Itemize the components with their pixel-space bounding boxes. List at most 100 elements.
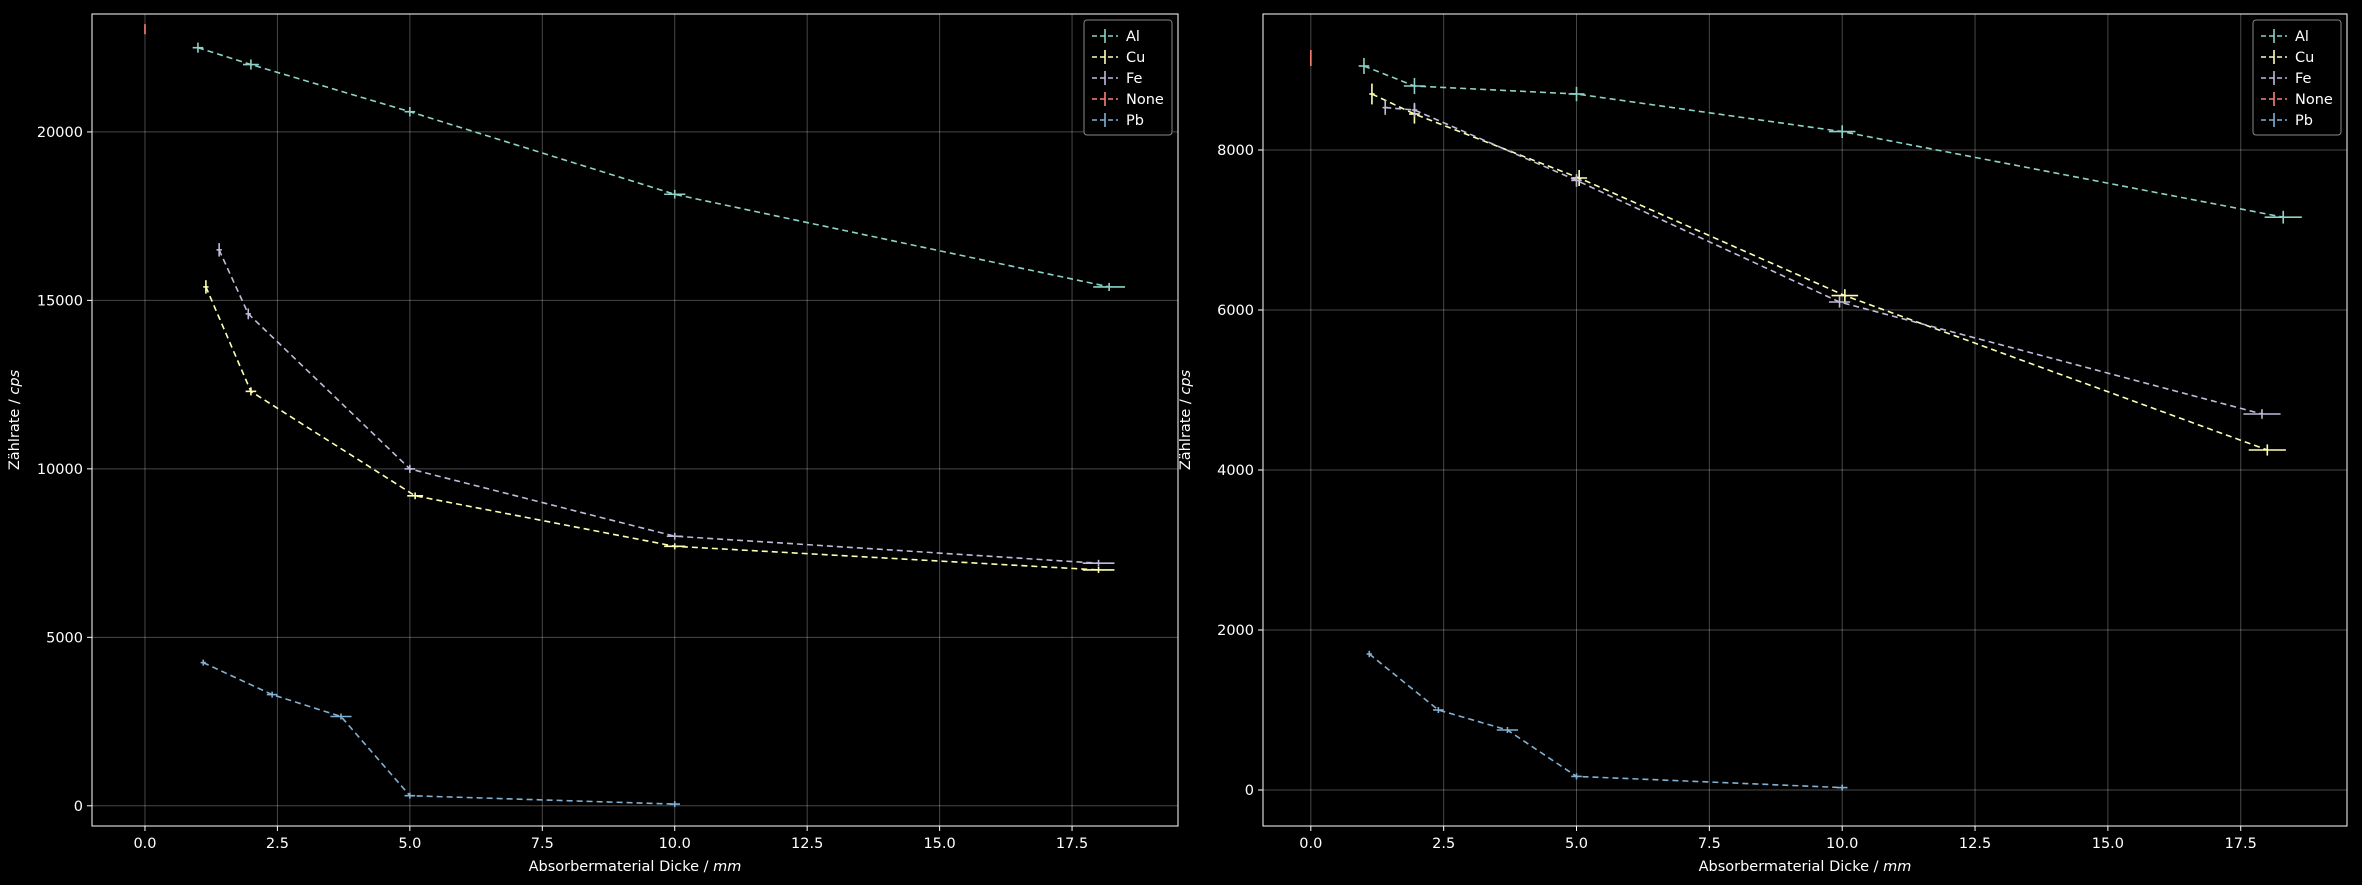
series-fe	[216, 243, 1115, 567]
data-point	[1571, 174, 1582, 187]
y-axis-label: Zählrate / cps	[7, 369, 23, 470]
legend-label: Cu	[2295, 50, 2314, 66]
chart-panel-1: 0.0 2.5 5.0 7.5 10.0 12.5 15.0 17.5 0 5000 10000 15…	[7, 13, 1179, 875]
legend-label: Pb	[1126, 113, 1144, 129]
data-point	[245, 387, 257, 396]
series-al	[192, 42, 1126, 291]
chart-panel-2: 0.0 2.5 5.0 7.5 10.0 12.5 15.0 17.5 0 2000 4000 600…	[1178, 13, 2348, 875]
y-tick-label: 0	[1245, 783, 1254, 799]
data-point	[1358, 58, 1370, 74]
data-point	[666, 532, 683, 540]
y-tick-label: 10000	[37, 462, 83, 478]
data-point	[1403, 78, 1426, 94]
series-cu	[203, 280, 1115, 573]
legend-label: None	[1126, 92, 1164, 108]
legend-entry-pb: Pb	[1092, 113, 1144, 129]
series-line	[1385, 106, 2263, 415]
data-point	[1568, 86, 1585, 102]
data-point	[1382, 100, 1388, 115]
x-tick-label: 0.0	[133, 836, 156, 852]
plot-area	[92, 14, 1178, 826]
data-point	[242, 59, 259, 70]
data-point	[1828, 125, 1856, 138]
series-pb	[200, 659, 681, 808]
x-axis-label: Absorbermaterial Dicke / mm	[529, 859, 742, 875]
x-tick-label: 5.0	[1565, 836, 1588, 852]
series-line	[1363, 65, 2284, 218]
series-pb	[1366, 650, 1848, 791]
data-point	[203, 280, 209, 294]
x-tick-label: 12.5	[791, 836, 823, 852]
data-point	[404, 792, 416, 799]
y-tick-label: 0	[74, 799, 83, 815]
data-point	[404, 464, 416, 473]
legend-box	[1083, 19, 1173, 136]
legend: Al Cu Fe None Pb	[2252, 19, 2342, 136]
x-tick-label: 15.0	[2092, 836, 2124, 852]
x-tick-label: 10.0	[1826, 836, 1858, 852]
legend: Al Cu Fe None Pb	[1083, 19, 1173, 136]
data-point	[266, 691, 278, 698]
data-point	[1369, 83, 1375, 105]
data-point	[216, 243, 222, 257]
x-tick-label: 0.0	[1299, 836, 1322, 852]
legend-entry-al: Al	[1092, 29, 1140, 45]
data-point	[404, 106, 416, 117]
legend-entry-pb: Pb	[2261, 113, 2313, 129]
data-point	[1082, 559, 1115, 567]
data-point	[669, 801, 681, 808]
data-point	[1828, 296, 1851, 308]
data-point	[407, 492, 424, 500]
x-tick-label: 5.0	[398, 836, 421, 852]
legend-entry-cu: Cu	[1092, 50, 1145, 66]
legend-entry-none: None	[2261, 92, 2333, 108]
x-axis-label: Absorbermaterial Dicke / mm	[1699, 859, 1912, 875]
data-point	[245, 308, 251, 320]
data-point	[2264, 210, 2302, 224]
x-tick-label: 17.5	[1056, 836, 1088, 852]
y-tick-label: 2000	[1217, 623, 1254, 639]
y-tick-label: 15000	[37, 293, 83, 309]
data-point	[1496, 727, 1519, 733]
plot-frame	[1262, 13, 2348, 827]
data-point	[2248, 444, 2286, 456]
legend-label: Fe	[2295, 71, 2312, 87]
series-line	[205, 286, 1099, 571]
legend-label: Fe	[1126, 71, 1143, 87]
y-tick-label: 20000	[37, 125, 83, 141]
series-al	[1358, 58, 2302, 224]
legend-label: Cu	[1126, 50, 1145, 66]
data-point	[1836, 784, 1848, 791]
x-tick-label: 7.5	[1698, 836, 1721, 852]
data-point	[664, 543, 686, 550]
data-point	[192, 42, 204, 53]
data-point	[1411, 102, 1418, 118]
y-tick-label: 6000	[1217, 303, 1254, 319]
data-point	[1831, 289, 1859, 302]
legend-entry-fe: Fe	[2261, 71, 2312, 87]
x-tick-label: 12.5	[1959, 836, 1991, 852]
y-tick-label: 8000	[1217, 143, 1254, 159]
data-point	[1571, 170, 1588, 186]
legend-label: Al	[1126, 29, 1140, 45]
data-point	[1571, 773, 1582, 780]
x-tick-label: 17.5	[2225, 836, 2257, 852]
y-tick-label: 4000	[1217, 463, 1254, 479]
plot-area	[1263, 14, 2347, 826]
series-cu	[1369, 83, 2286, 456]
plot-frame	[91, 13, 1179, 827]
x-tick-label: 7.5	[531, 836, 554, 852]
x-tick-label: 2.5	[1432, 836, 1455, 852]
data-point	[2243, 409, 2281, 419]
data-point	[664, 189, 686, 199]
x-tick-label: 2.5	[266, 836, 289, 852]
legend-label: Al	[2295, 29, 2309, 45]
series-line	[202, 661, 675, 805]
legend-entry-none: None	[1092, 92, 1164, 108]
data-point	[1433, 707, 1444, 713]
legend-label: Pb	[2295, 113, 2313, 129]
y-tick-label: 5000	[46, 630, 83, 646]
y-axis-label: Zählrate / cps	[1178, 369, 1194, 470]
data-point	[1093, 282, 1126, 291]
